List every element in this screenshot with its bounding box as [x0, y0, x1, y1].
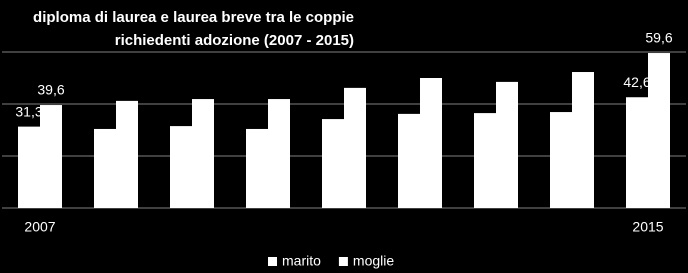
legend-swatch: [268, 257, 277, 266]
legend-swatch: [338, 257, 348, 266]
bar: [626, 97, 648, 208]
bar: [474, 113, 496, 208]
x-tick-label: 2015: [632, 219, 663, 235]
bar: [40, 105, 62, 208]
bar: [18, 126, 40, 208]
legend-label: marito: [282, 253, 321, 269]
bar: [398, 113, 420, 208]
bar: [344, 87, 366, 208]
bar: [550, 112, 572, 208]
bar: [116, 100, 138, 208]
legend-label: moglie: [353, 253, 394, 269]
bar: [246, 128, 268, 208]
bar: [648, 53, 670, 208]
value-label: 31,3: [15, 103, 42, 119]
bar: [322, 119, 344, 208]
bar: [420, 78, 442, 208]
bar: [496, 81, 518, 208]
value-label: 39,6: [37, 82, 64, 98]
bar: [170, 126, 192, 208]
x-tick-label: 2007: [24, 219, 55, 235]
bar: [192, 99, 214, 208]
value-label: 59,6: [645, 30, 672, 46]
bar: [268, 99, 290, 208]
value-label: 42,6: [623, 74, 650, 90]
bar: [572, 72, 594, 209]
chart-title: diploma di laurea e laurea breve tra le …: [33, 9, 354, 49]
bar: [94, 128, 116, 208]
